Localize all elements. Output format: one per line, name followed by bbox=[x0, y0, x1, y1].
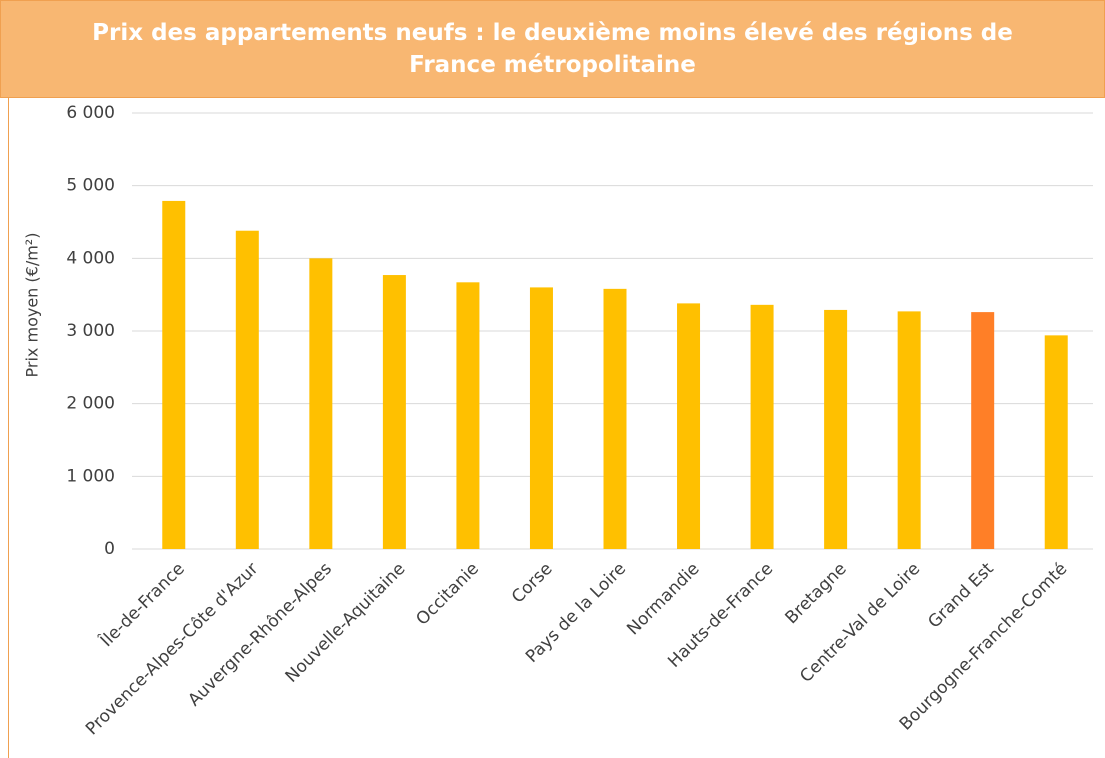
bar bbox=[1044, 335, 1068, 549]
bar bbox=[824, 309, 848, 549]
bar bbox=[971, 312, 995, 549]
x-tick-label: Centre-Val de Loire bbox=[796, 559, 924, 687]
bar bbox=[456, 282, 480, 549]
bar bbox=[529, 287, 553, 549]
bar bbox=[309, 258, 333, 549]
x-tick-label: Bretagne bbox=[781, 559, 850, 628]
y-tick-label: 1 000 bbox=[66, 466, 115, 486]
bar bbox=[897, 311, 921, 549]
bar bbox=[235, 230, 259, 549]
y-tick-label: 6 000 bbox=[66, 103, 115, 123]
bar bbox=[603, 288, 627, 549]
chart-title: Prix des appartements neufs : le deuxièm… bbox=[92, 20, 1013, 78]
x-tick-label: Normandie bbox=[623, 559, 703, 639]
y-axis-label: Prix moyen (€/m²) bbox=[23, 233, 42, 378]
y-tick-label: 5 000 bbox=[66, 176, 115, 196]
bar bbox=[382, 275, 406, 549]
x-tick-label: Grand Est bbox=[924, 559, 998, 633]
y-tick-label: 4 000 bbox=[66, 248, 115, 268]
bar bbox=[750, 304, 774, 549]
header: Prix des appartements neufs : le deuxièm… bbox=[0, 0, 1105, 98]
x-tick-label: Occitanie bbox=[412, 559, 483, 630]
y-tick-label: 2 000 bbox=[66, 394, 115, 414]
x-tick-label: Nouvelle-Aquitaine bbox=[282, 559, 410, 687]
bar bbox=[677, 303, 701, 549]
y-tick-label: 3 000 bbox=[66, 321, 115, 341]
border bbox=[8, 98, 9, 758]
y-tick-label: 0 bbox=[104, 539, 115, 559]
x-tick-label: Corse bbox=[508, 559, 556, 607]
x-tick-label: Auvergne-Rhône-Alpes bbox=[184, 559, 336, 711]
bar bbox=[162, 200, 186, 549]
